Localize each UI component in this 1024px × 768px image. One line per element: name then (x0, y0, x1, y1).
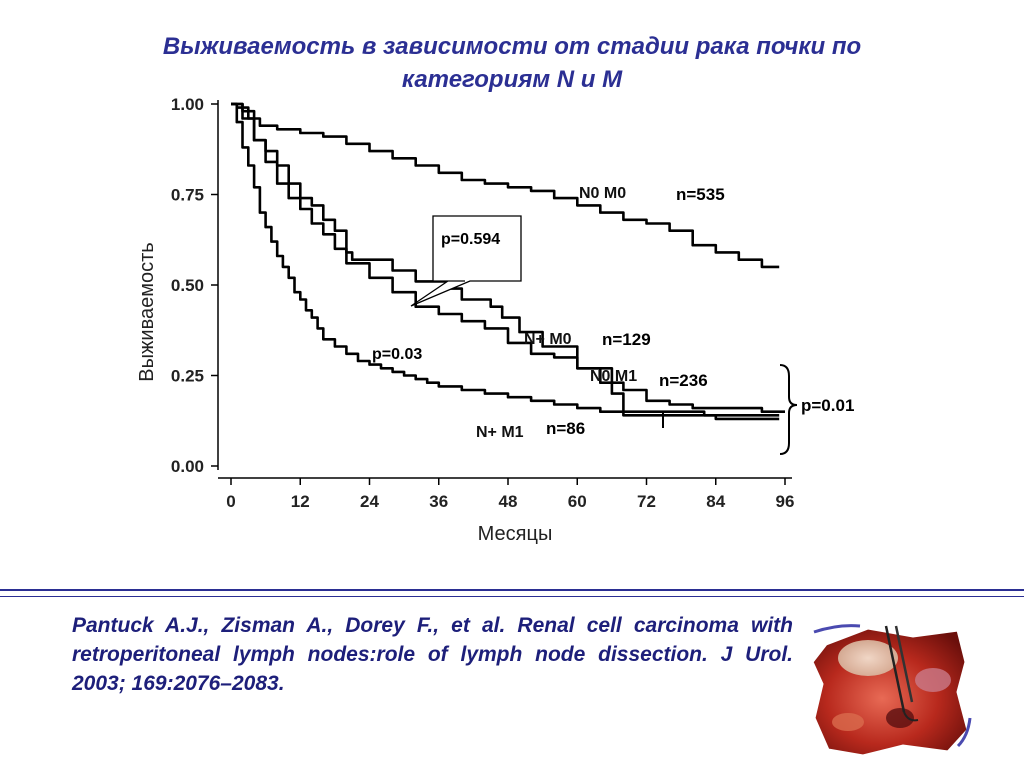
p001-brace (779, 364, 798, 455)
x-tick-label: 60 (568, 492, 587, 511)
title-line-2: категориям N и M (401, 66, 623, 93)
series-name-4: N+ M1 (476, 424, 524, 441)
survival-curve-1 (231, 102, 780, 269)
series-count-3: n=236 (659, 371, 708, 390)
series-count-4: n=86 (546, 419, 585, 438)
x-tick-label: 72 (637, 492, 656, 511)
series-count-2: n=129 (602, 330, 651, 349)
p0594-callout-frame (410, 215, 522, 307)
title-line-1: Выживаемость в зависимости от стадии рак… (162, 33, 862, 60)
surgical-photo-icon (808, 622, 972, 760)
x-axis-title: Месяцы (478, 523, 553, 545)
series-name-3: N0 M1 (590, 368, 637, 385)
slide-title: Выживаемость в зависимости от стадии рак… (60, 30, 964, 96)
y-tick-label: 0.00 (171, 457, 204, 476)
p0594-callout: p=0.594 (410, 215, 522, 307)
x-tick-label: 48 (499, 492, 518, 511)
chart-axes (211, 100, 792, 485)
x-tick-label: 36 (429, 492, 448, 511)
divider-line-top (0, 589, 1024, 591)
series-name-2: N+ M0 (524, 331, 572, 348)
y-tick-label: 0.75 (171, 186, 204, 205)
y-tick-label: 1.00 (171, 95, 204, 114)
p003-label: p=0.03 (372, 346, 422, 363)
survival-curve-3 (231, 102, 785, 413)
survival-chart: 0.00 0.25 0.50 0.75 1.00 0 12 24 36 48 60 72 84 96 Мес… (136, 95, 854, 545)
p001-label: p=0.01 (801, 396, 854, 415)
y-tick-label: 0.50 (171, 276, 204, 295)
chart-curves (231, 102, 785, 421)
reference-citation: Pantuck A.J., Zisman A., Dorey F., et al… (72, 614, 793, 695)
divider-line-bottom (0, 596, 1024, 597)
y-tick-label: 0.25 (171, 367, 204, 386)
x-tick-label: 0 (226, 492, 235, 511)
chart-labels: 0.00 0.25 0.50 0.75 1.00 0 12 24 36 48 60 72 84 96 Мес… (136, 95, 794, 545)
p0594-label: p=0.594 (441, 231, 500, 248)
series-name-1: N0 M0 (579, 185, 626, 202)
x-tick-label: 84 (706, 492, 725, 511)
x-tick-label: 12 (291, 492, 310, 511)
survival-curve-4 (231, 102, 780, 421)
x-tick-label: 96 (776, 492, 795, 511)
y-axis-title: Выживаемость (136, 242, 158, 381)
x-tick-label: 24 (360, 492, 379, 511)
series-count-1: n=535 (676, 185, 725, 204)
